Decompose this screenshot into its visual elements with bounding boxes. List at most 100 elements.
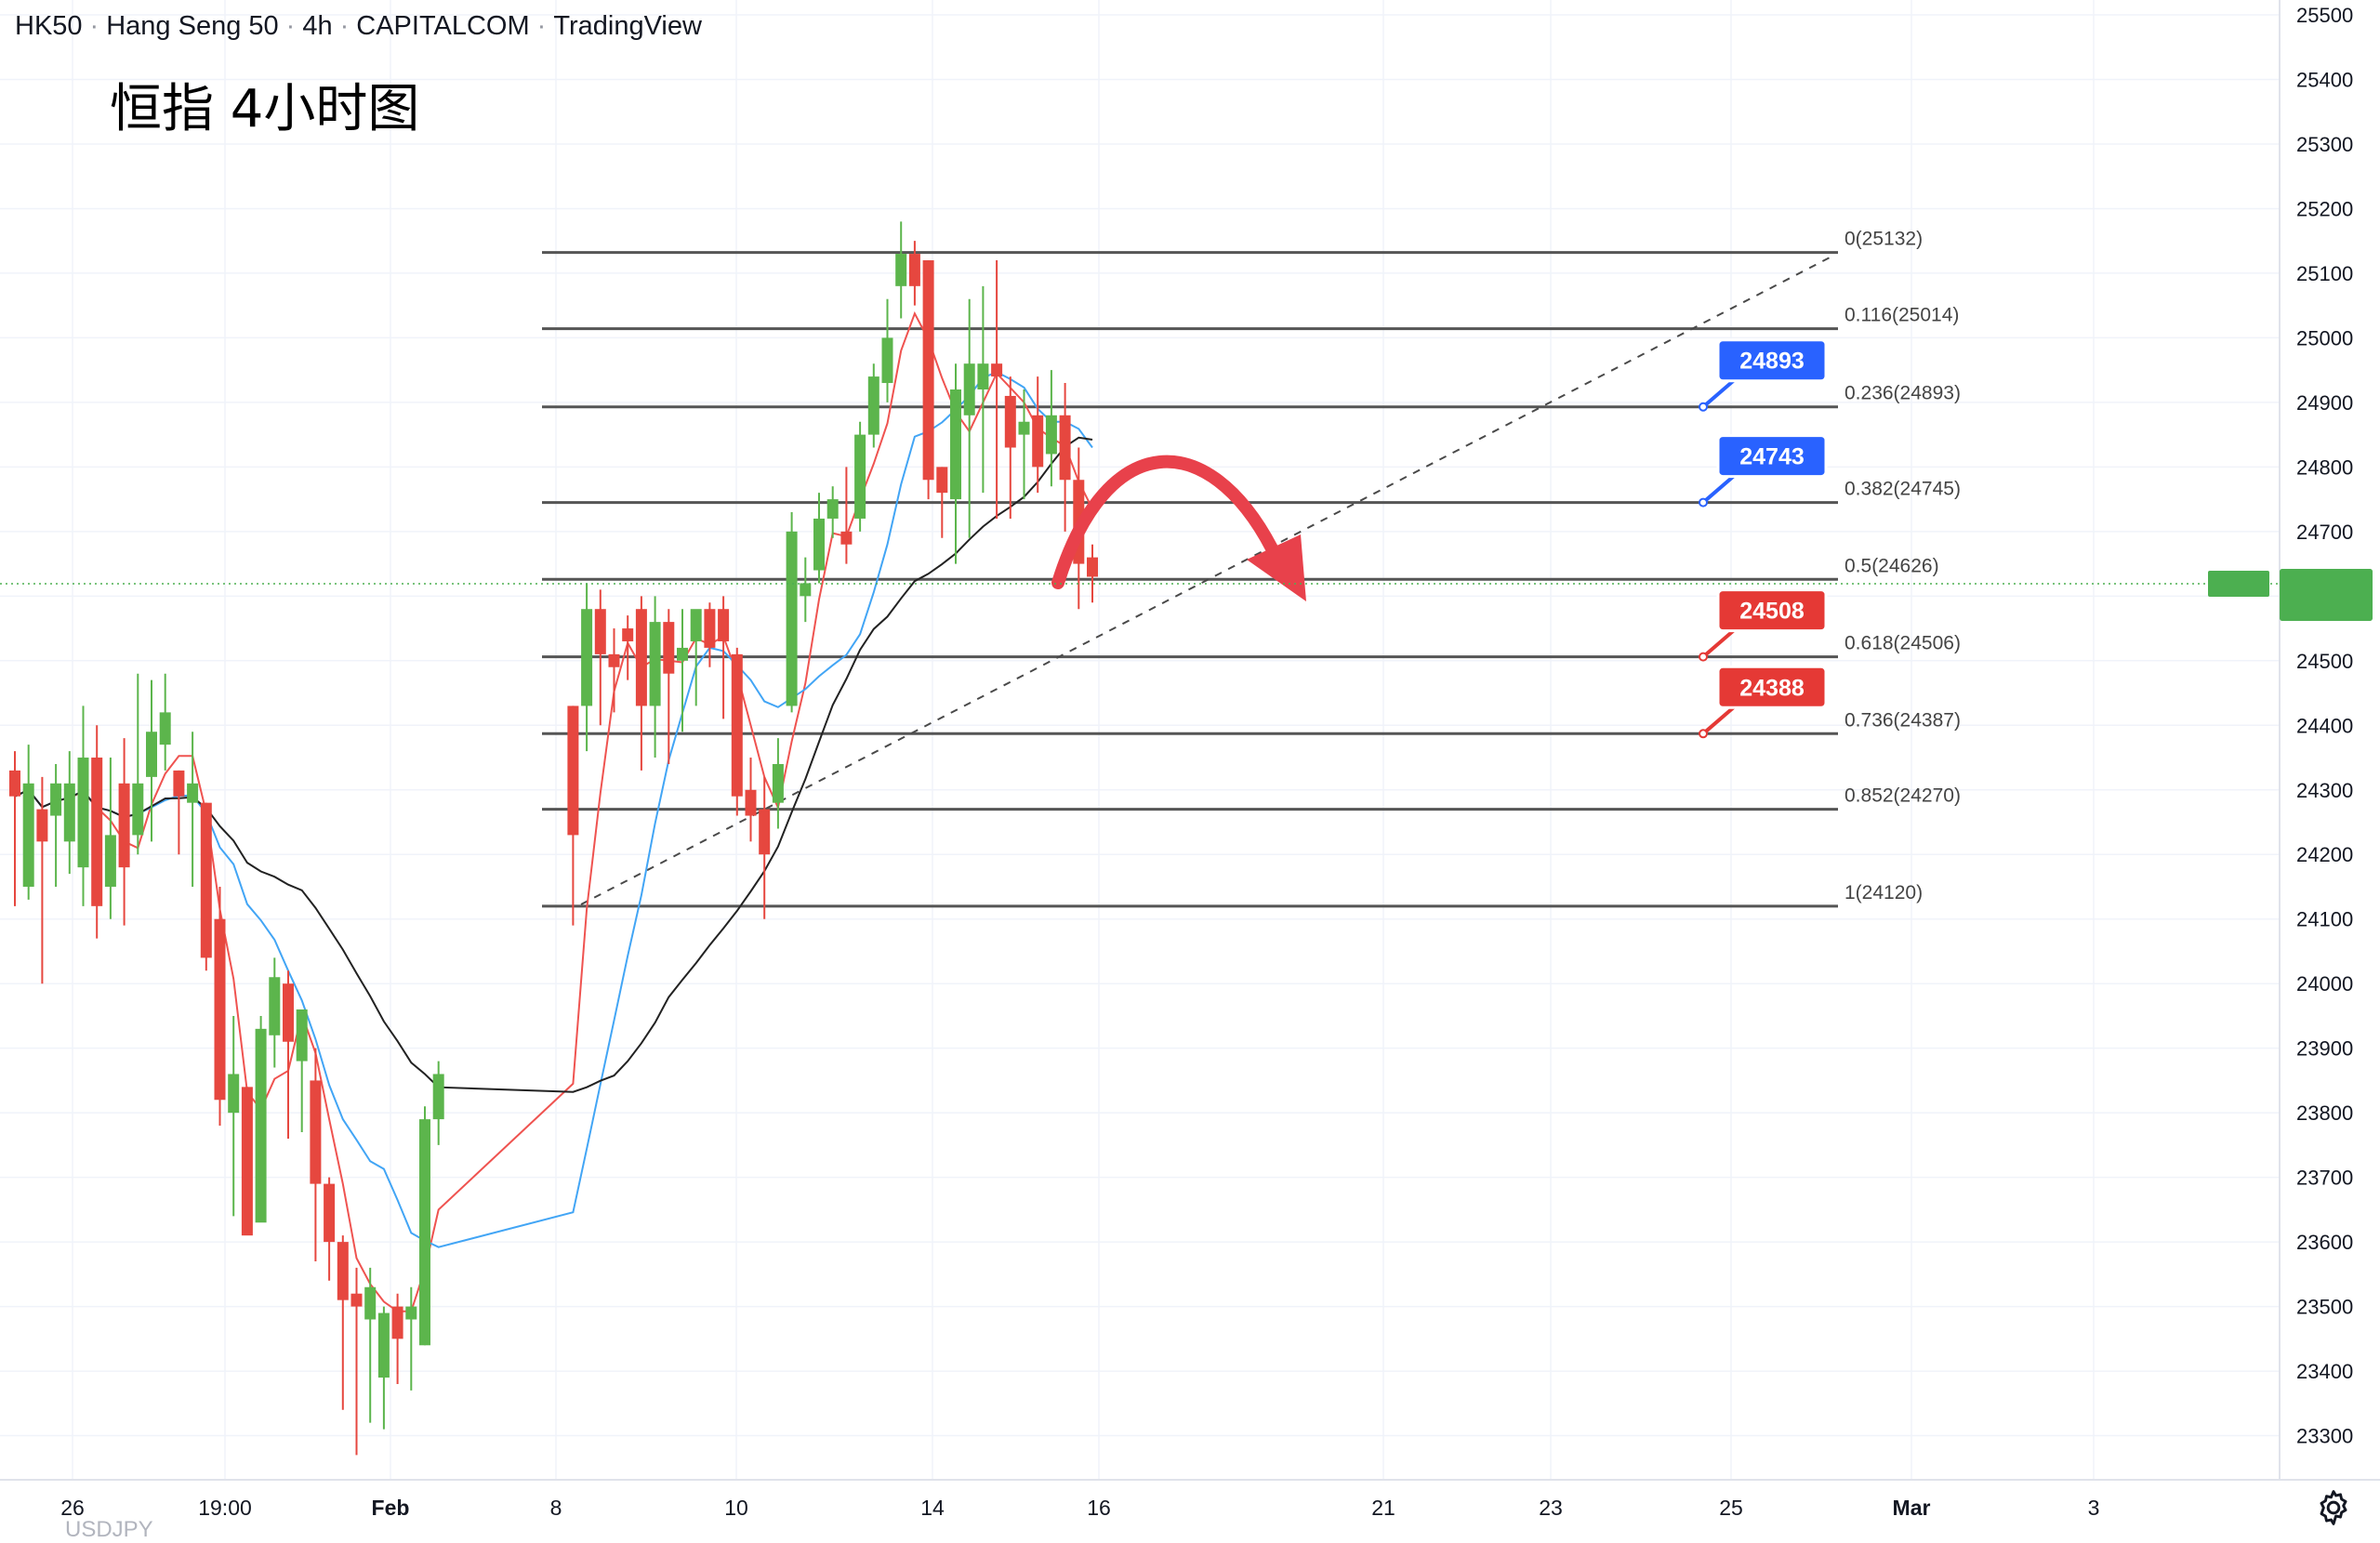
time-tick-label: 10	[724, 1496, 748, 1520]
candle[interactable]	[881, 298, 893, 402]
candle[interactable]	[731, 647, 743, 816]
candle[interactable]	[963, 298, 975, 538]
candle-body	[432, 1074, 444, 1120]
candle[interactable]	[800, 557, 812, 623]
price-callout[interactable]: 24893	[1699, 338, 1828, 412]
callout-label: 24893	[1739, 349, 1805, 375]
candle-body	[922, 260, 934, 481]
candle[interactable]	[22, 745, 34, 900]
candle-body	[622, 628, 634, 641]
candle[interactable]	[283, 970, 294, 1139]
symbol-ticker[interactable]: HK50	[15, 11, 83, 41]
price-callout[interactable]: 24743	[1699, 434, 1828, 508]
candle[interactable]	[36, 776, 48, 984]
candle[interactable]	[908, 241, 920, 306]
ma-slow-line[interactable]	[14, 436, 1093, 1093]
candle[interactable]	[867, 363, 879, 448]
candle[interactable]	[255, 1015, 267, 1223]
price-tick-label: 24000	[2296, 972, 2353, 996]
candle[interactable]	[649, 596, 661, 758]
candle[interactable]	[581, 583, 593, 752]
candle[interactable]	[118, 738, 130, 926]
candle-body	[881, 337, 893, 384]
candle[interactable]	[950, 363, 961, 564]
candle-body	[718, 609, 730, 641]
candle[interactable]	[364, 1267, 377, 1423]
candle[interactable]	[977, 285, 989, 494]
candle[interactable]	[759, 776, 771, 919]
candle[interactable]	[9, 751, 20, 906]
candle[interactable]	[718, 596, 730, 719]
candle[interactable]	[296, 1009, 308, 1133]
candle[interactable]	[146, 679, 157, 842]
candle[interactable]	[159, 673, 171, 771]
candle[interactable]	[826, 486, 839, 538]
interval[interactable]: 4h	[302, 11, 333, 41]
exchange: CAPITALCOM	[356, 11, 530, 41]
candle[interactable]	[813, 493, 825, 584]
candle[interactable]	[350, 1267, 363, 1456]
candle-body	[1087, 557, 1098, 577]
candle[interactable]	[187, 732, 199, 887]
candle[interactable]	[704, 602, 716, 667]
candle[interactable]	[677, 609, 688, 732]
candle-body	[104, 835, 116, 887]
candle[interactable]	[1018, 389, 1030, 500]
candle[interactable]	[50, 763, 62, 887]
candle[interactable]	[854, 421, 866, 532]
candle[interactable]	[608, 628, 620, 713]
candle[interactable]	[241, 1087, 253, 1236]
candle[interactable]	[432, 1061, 444, 1145]
candle[interactable]	[1087, 544, 1098, 603]
candle[interactable]	[132, 673, 144, 855]
candle[interactable]	[594, 589, 606, 726]
time-tick-label: Feb	[372, 1496, 410, 1520]
candle[interactable]	[419, 1106, 430, 1346]
candle[interactable]	[840, 467, 853, 564]
candle[interactable]	[1045, 370, 1057, 487]
candle[interactable]	[1004, 376, 1016, 519]
candle-body	[567, 706, 579, 836]
candle-body	[391, 1306, 403, 1339]
candle[interactable]	[377, 1306, 390, 1430]
candle[interactable]	[895, 221, 907, 319]
candle[interactable]	[104, 758, 116, 919]
candle-body	[867, 376, 879, 435]
candle[interactable]	[63, 751, 75, 875]
candle[interactable]	[1032, 376, 1044, 494]
price-callout[interactable]: 24388	[1699, 665, 1828, 739]
candle[interactable]	[745, 758, 757, 842]
price-callout[interactable]: 24508	[1699, 588, 1828, 662]
candle-body	[405, 1306, 417, 1320]
settings-gear-icon[interactable]	[2313, 1487, 2354, 1528]
candle[interactable]	[269, 957, 281, 1068]
candle[interactable]	[567, 706, 579, 926]
time-tick-label: Mar	[1893, 1496, 1931, 1520]
candle[interactable]	[991, 260, 1003, 519]
candle[interactable]	[405, 1286, 417, 1391]
time-tick-label: 3	[2088, 1496, 2100, 1520]
candle[interactable]	[173, 770, 185, 855]
candle[interactable]	[772, 738, 784, 829]
candle[interactable]	[635, 596, 647, 771]
callout-label: 24388	[1739, 675, 1805, 701]
candle[interactable]	[622, 615, 634, 680]
candle[interactable]	[200, 802, 212, 971]
candle[interactable]	[310, 1048, 322, 1261]
candle[interactable]	[1059, 383, 1071, 532]
candle[interactable]	[922, 260, 934, 500]
candle[interactable]	[91, 725, 103, 939]
secondary-symbol-label: USDJPY	[65, 1517, 153, 1542]
candle[interactable]	[214, 886, 226, 1127]
fib-level-label: 0.852(24270)	[1844, 785, 1961, 807]
candle[interactable]	[77, 706, 89, 906]
candle[interactable]	[663, 609, 675, 764]
candle[interactable]	[391, 1293, 403, 1384]
candle[interactable]	[337, 1235, 349, 1410]
candle[interactable]	[936, 467, 948, 538]
candle[interactable]	[690, 609, 702, 706]
candle[interactable]	[228, 1015, 240, 1217]
candle[interactable]	[324, 1177, 336, 1281]
candle[interactable]	[786, 511, 798, 713]
